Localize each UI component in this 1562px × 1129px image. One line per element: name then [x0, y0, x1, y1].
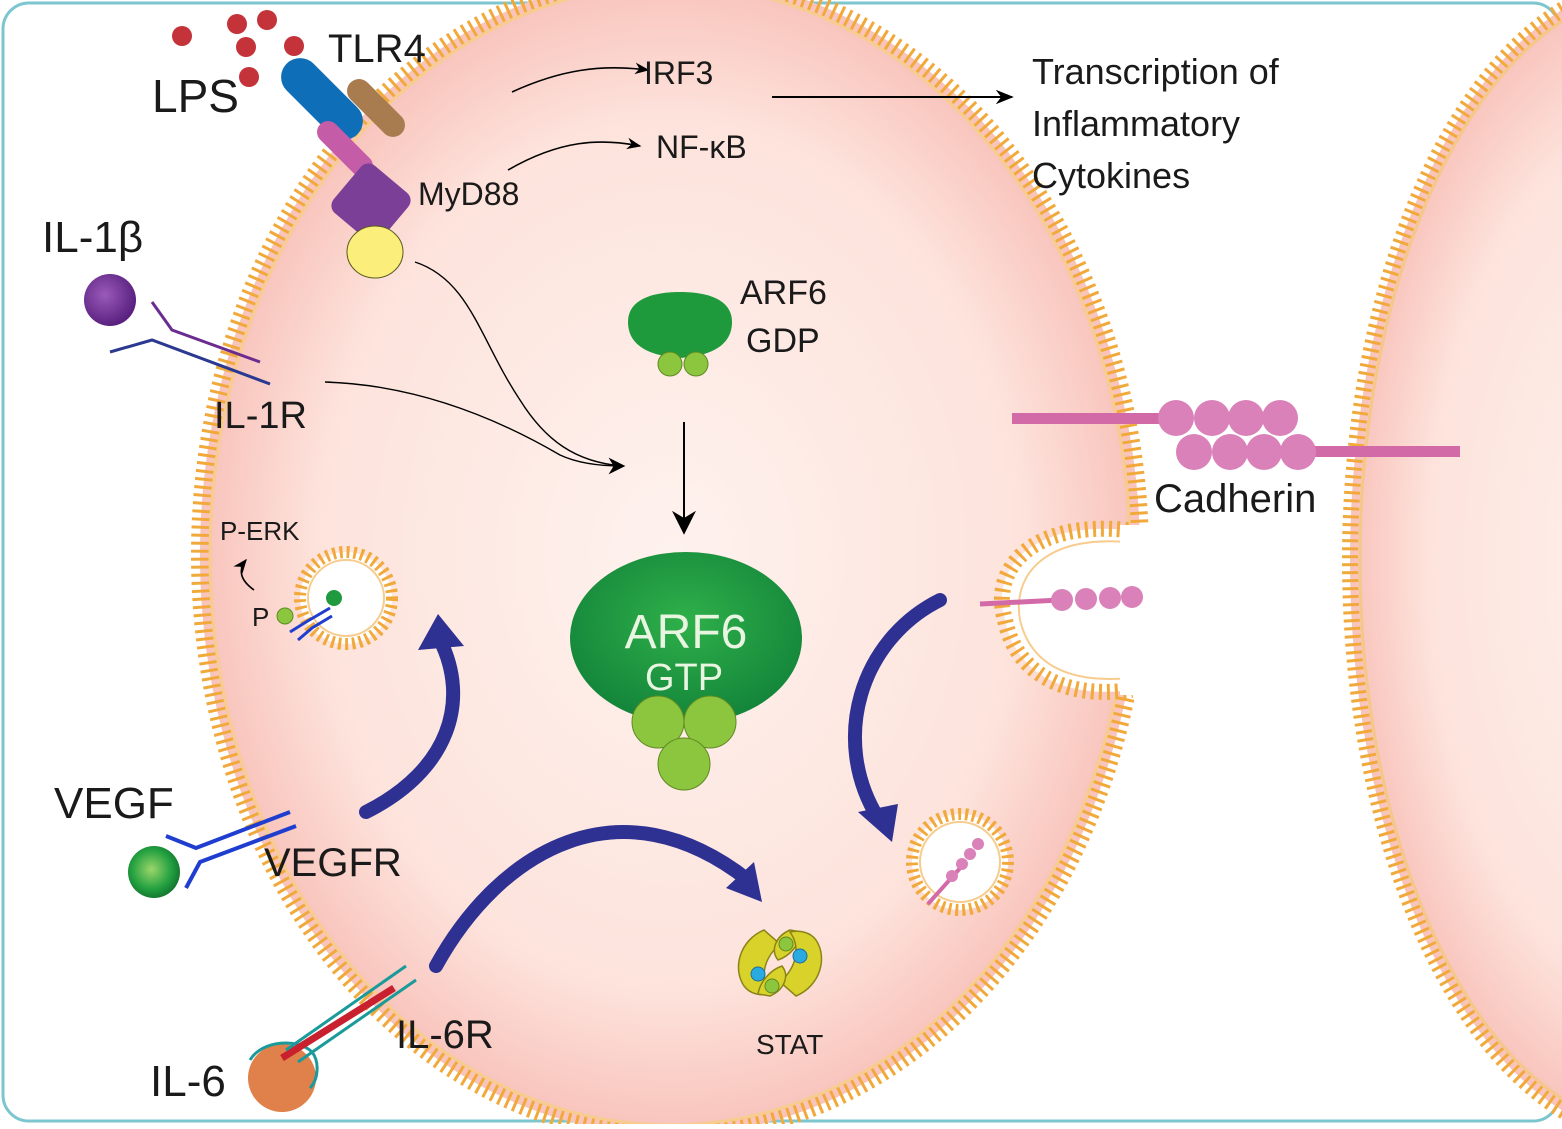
tlr4-label: TLR4: [328, 27, 426, 71]
arf6-gdp: [628, 292, 732, 377]
il6-label: IL-6: [150, 1057, 226, 1106]
vegfr-receptor: [165, 810, 297, 889]
arf6-gdp-label-1: ARF6: [740, 274, 827, 312]
il1r-receptor: [109, 301, 271, 386]
transcription-line-2: Inflammatory: [1032, 103, 1240, 144]
stat-label: STAT: [756, 1029, 823, 1060]
lps-particles: [172, 10, 304, 87]
il1b-ligand: [84, 274, 136, 326]
vegfr-endosome: [276, 546, 398, 650]
cadherin-vesicle: [906, 808, 1014, 916]
membrane-invagination: [993, 520, 1160, 700]
arrow-to-perk: [233, 558, 255, 591]
arrow-vegfr-internalization-head: [418, 614, 464, 650]
vegfr-label: VEGFR: [264, 841, 402, 885]
il1b-label: IL-1β: [42, 213, 143, 262]
nfkb-label: NF-κB: [656, 129, 747, 165]
arf6-gtp: [570, 552, 802, 791]
arrow-il6r-to-stat: [429, 825, 755, 973]
il6r-label: IL-6R: [396, 1013, 494, 1057]
arrow-il6r-to-stat-head: [726, 862, 762, 902]
stat-dimer: [737, 929, 823, 997]
arrow-to-nfkb: [507, 137, 642, 171]
myd88-label: MyD88: [418, 176, 519, 212]
phospho-p-label: P: [252, 602, 269, 632]
transcription-line-1: Transcription of: [1032, 51, 1280, 92]
neighbor-cell: [1342, 0, 1562, 1120]
perk-label: P-ERK: [220, 516, 300, 546]
arrow-cadherin-internalization: [848, 593, 947, 825]
arrow-myd88-to-arf6: [414, 261, 623, 467]
cadherin-endocytosis: [979, 586, 1143, 611]
vegf-ligand: [128, 846, 180, 898]
il1r-label: IL-1R: [214, 395, 307, 437]
irf3-label: IRF3: [644, 55, 713, 91]
arrow-il1r-to-arf6: [324, 381, 626, 475]
transcription-line-3: Cytokines: [1032, 155, 1190, 196]
lps-label: LPS: [152, 70, 239, 122]
tlr4-receptor: [281, 58, 405, 177]
cadherin-label: Cadherin: [1154, 477, 1316, 521]
arf6-gtp-label-1: ARF6: [625, 606, 748, 659]
il6r-receptor: [248, 964, 417, 1090]
arrow-to-irf3: [511, 62, 650, 93]
arrow-vegfr-internalization: [359, 633, 461, 819]
cadherin-junction: [1012, 400, 1460, 470]
arf6-gdp-label-2: GDP: [746, 322, 820, 360]
arrow-cadherin-internalization-head: [858, 804, 898, 842]
vegf-label: VEGF: [54, 779, 174, 828]
arf6-gtp-label-2: GTP: [645, 657, 723, 699]
myd88-adaptor: [331, 163, 411, 279]
